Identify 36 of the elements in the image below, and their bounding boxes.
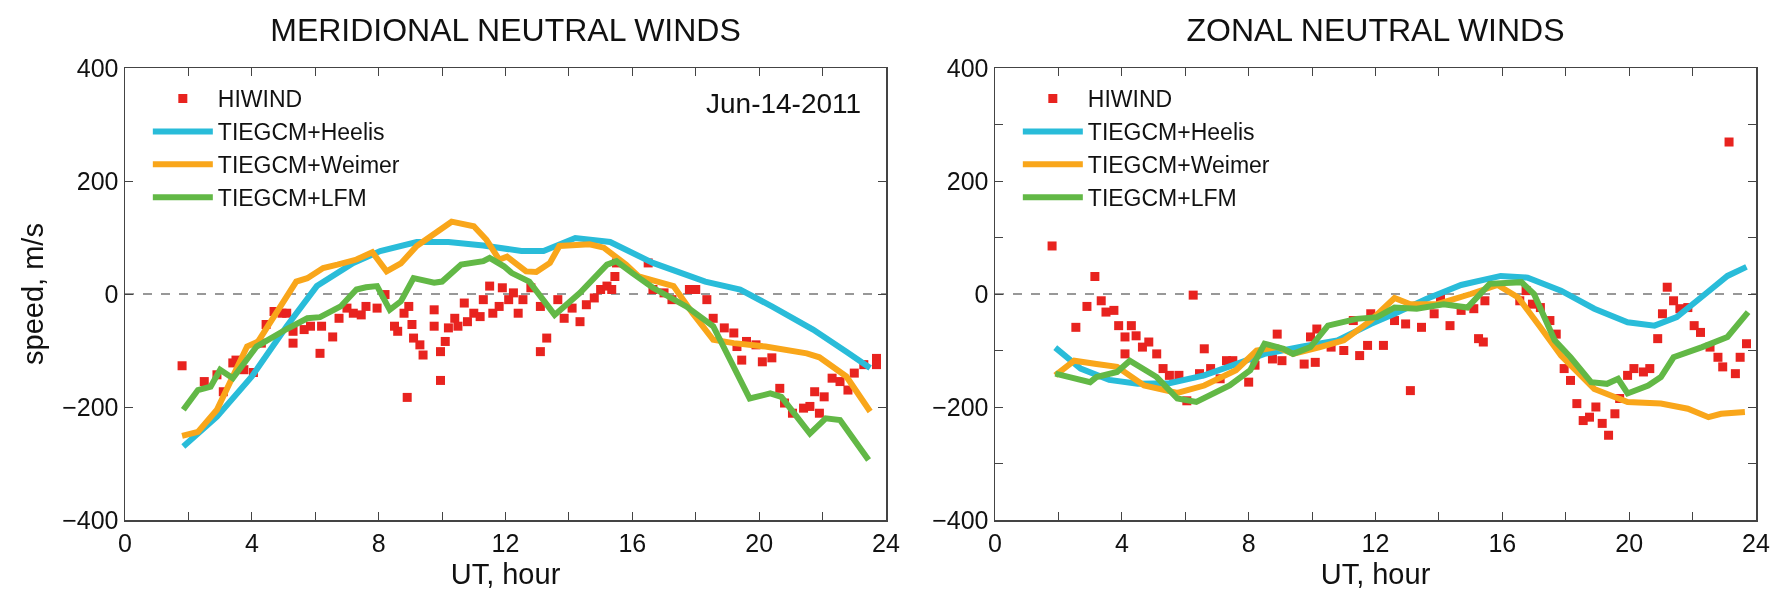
x-tick-label: 12 (491, 528, 520, 557)
y-tick-label: 0 (974, 279, 989, 308)
legend-label: TIEGCM+Heelis (1087, 119, 1255, 146)
y-tick-label: 400 (76, 53, 119, 82)
y-tick-label: 400 (946, 53, 989, 82)
chart-title: MERIDIONAL NEUTRAL WINDS (270, 12, 741, 49)
legend-label: TIEGCM+Weimer (1087, 152, 1270, 179)
x-tick-label: 12 (1361, 528, 1390, 557)
x-tick-label: 4 (1114, 528, 1129, 557)
x-tick-label: 24 (872, 528, 900, 557)
y-tick-label: −200 (932, 392, 989, 421)
x-tick-label: 8 (1241, 528, 1256, 557)
x-tick-label: 8 (371, 528, 386, 557)
y-axis-title: speed, m/s (16, 223, 49, 365)
x-axis-title: UT, hour (1320, 558, 1431, 591)
x-tick-label: 16 (618, 528, 647, 557)
y-tick-label: −200 (62, 392, 119, 421)
legend-label: HIWIND (217, 86, 303, 113)
y-tick-label: 200 (946, 166, 989, 195)
x-tick-label: 20 (1615, 528, 1644, 557)
x-tick-label: 16 (1488, 528, 1517, 557)
y-tick-label: 200 (76, 166, 119, 195)
y-tick-label: 0 (104, 279, 119, 308)
y-tick-label: −400 (62, 505, 119, 534)
x-tick-label: 24 (1742, 528, 1770, 557)
legend-label: TIEGCM+LFM (217, 185, 367, 212)
y-tick-label: −400 (932, 505, 989, 534)
x-tick-label: 4 (244, 528, 259, 557)
legend-label: HIWIND (1087, 86, 1173, 113)
legend-label: TIEGCM+Heelis (217, 119, 385, 146)
annotation: Jun-14-2011 (706, 88, 862, 119)
x-axis-title: UT, hour (450, 558, 561, 591)
legend-label: TIEGCM+LFM (1087, 185, 1237, 212)
legend-label: TIEGCM+Weimer (217, 152, 400, 179)
x-tick-label: 20 (745, 528, 774, 557)
chart-title: ZONAL NEUTRAL WINDS (1186, 12, 1565, 49)
